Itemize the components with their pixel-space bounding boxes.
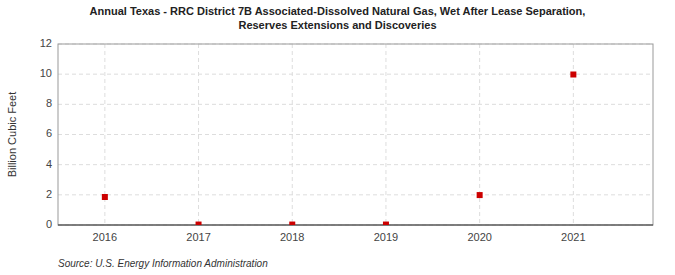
x-grid-line — [292, 44, 293, 225]
point — [196, 222, 202, 225]
y-grid-line — [58, 164, 653, 165]
source-note: Source: U.S. Energy Information Administ… — [58, 258, 268, 269]
x-tick-label: 2019 — [374, 231, 398, 243]
y-grid-line — [58, 134, 653, 135]
background — [0, 0, 675, 275]
y-tick-label: 2 — [46, 188, 52, 200]
y-tick-label: 10 — [40, 67, 52, 79]
x-grid-line — [385, 44, 386, 225]
x-tick-label: 2016 — [93, 231, 117, 243]
y-grid-line — [58, 225, 653, 226]
chart: 0 2 4 6 8 10 12 2016 2017 2018 2019 2020 2021 Annual … — [0, 0, 675, 275]
point — [289, 222, 295, 225]
grid — [58, 44, 653, 225]
chart-container: 0 2 4 6 8 10 12 2016 2017 2018 2019 2020 2021 Annual … — [0, 0, 675, 275]
title: Annual Texas - RRC District 7B Associate… — [90, 5, 586, 31]
x-grid-line — [198, 44, 199, 225]
x-grid-line — [573, 44, 574, 225]
points — [102, 71, 577, 225]
point — [477, 192, 483, 198]
y-grid-line — [58, 74, 653, 75]
x-tick-label: 2018 — [280, 231, 304, 243]
plot-frame — [58, 44, 653, 225]
x-tick-label: 2017 — [186, 231, 210, 243]
y-tick-label: 6 — [46, 127, 52, 139]
y-grid-line — [58, 194, 653, 195]
y-grid-line — [58, 104, 653, 105]
y-tick-label: 4 — [46, 158, 52, 170]
point — [102, 194, 108, 200]
y-tick-label: 8 — [46, 97, 52, 109]
y-tick-label: 12 — [40, 37, 52, 49]
x-tick-label: 2021 — [561, 231, 585, 243]
y-axis-label: Billion Cubic Feet — [6, 92, 18, 178]
x-axis-line — [58, 225, 653, 226]
y-tick-label: 0 — [46, 218, 52, 230]
point — [383, 222, 389, 225]
x-tick-label: 2020 — [467, 231, 491, 243]
point — [570, 71, 576, 77]
tick-labels: 0 2 4 6 8 10 12 2016 2017 2018 2019 2020 2021 — [40, 37, 586, 243]
